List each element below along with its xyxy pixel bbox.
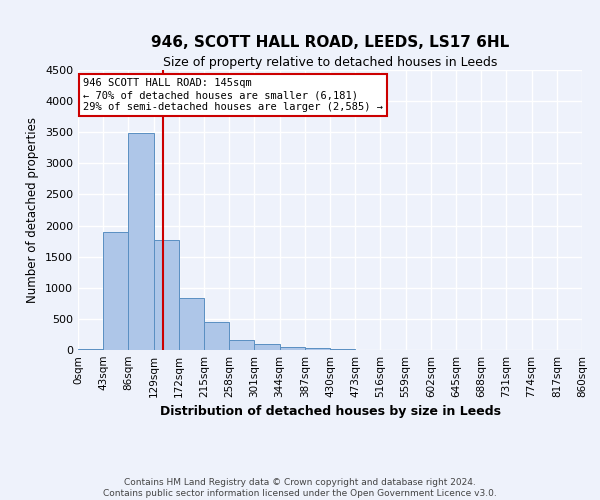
Text: Contains HM Land Registry data © Crown copyright and database right 2024.
Contai: Contains HM Land Registry data © Crown c… (103, 478, 497, 498)
Bar (154, 240, 179, 350)
Text: 946 SCOTT HALL ROAD: 145sqm
← 70% of detached houses are smaller (6,181)
29% of : 946 SCOTT HALL ROAD: 145sqm ← 70% of det… (83, 78, 383, 112)
Bar (330, 349, 355, 350)
Bar (103, 232, 128, 350)
Title: Size of property relative to detached houses in Leeds: Size of property relative to detached ho… (163, 56, 497, 69)
Text: 946, SCOTT HALL ROAD, LEEDS, LS17 6HL: 946, SCOTT HALL ROAD, LEEDS, LS17 6HL (151, 36, 509, 51)
Y-axis label: Number of detached properties: Number of detached properties (26, 117, 40, 303)
Bar (128, 134, 154, 350)
Bar (204, 322, 229, 350)
Bar (254, 344, 280, 350)
Bar (305, 348, 330, 350)
Bar (179, 298, 204, 350)
Bar (280, 347, 305, 350)
Bar (229, 340, 254, 350)
X-axis label: Distribution of detached houses by size in Leeds: Distribution of detached houses by size … (160, 406, 500, 418)
